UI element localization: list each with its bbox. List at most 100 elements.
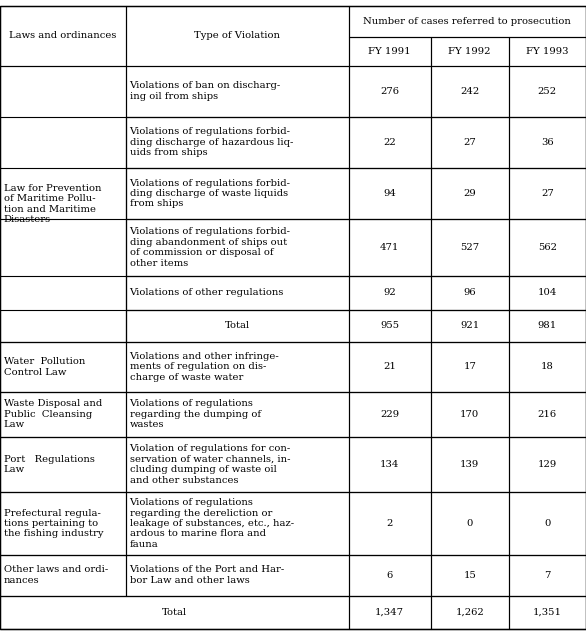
Bar bbox=[0, 437, 126, 492]
Bar bbox=[349, 219, 431, 276]
Text: 276: 276 bbox=[380, 87, 399, 96]
Bar bbox=[349, 168, 431, 219]
Bar bbox=[509, 596, 586, 629]
Bar bbox=[126, 310, 349, 342]
Bar bbox=[349, 6, 586, 37]
Text: Violations of regulations forbid-
ding abandonment of ships out
of commission or: Violations of regulations forbid- ding a… bbox=[130, 227, 291, 267]
Text: FY 1993: FY 1993 bbox=[526, 46, 568, 56]
Text: 36: 36 bbox=[541, 138, 554, 147]
Text: 0: 0 bbox=[466, 519, 473, 528]
Bar bbox=[126, 492, 349, 555]
Text: FY 1991: FY 1991 bbox=[369, 46, 411, 56]
Text: 134: 134 bbox=[380, 460, 400, 469]
Text: Violations of regulations
regarding the dereliction or
leakage of substances, et: Violations of regulations regarding the … bbox=[130, 498, 294, 549]
Text: 1,262: 1,262 bbox=[455, 608, 484, 617]
Text: 2: 2 bbox=[387, 519, 393, 528]
Text: Violations of regulations
regarding the dumping of
wastes: Violations of regulations regarding the … bbox=[130, 399, 261, 429]
Bar bbox=[126, 342, 349, 392]
Text: 921: 921 bbox=[460, 321, 479, 330]
Text: 0: 0 bbox=[544, 519, 550, 528]
Text: Violations of the Port and Har-
bor Law and other laws: Violations of the Port and Har- bor Law … bbox=[130, 566, 285, 585]
Bar bbox=[431, 117, 509, 168]
Bar bbox=[509, 342, 586, 392]
Text: 96: 96 bbox=[464, 288, 476, 297]
Text: 139: 139 bbox=[460, 460, 479, 469]
Text: 27: 27 bbox=[464, 138, 476, 147]
Text: 27: 27 bbox=[541, 189, 554, 198]
Bar bbox=[509, 392, 586, 437]
Bar bbox=[509, 219, 586, 276]
Bar bbox=[126, 276, 349, 310]
Text: Prefectural regula-
tions pertaining to
the fishing industry: Prefectural regula- tions pertaining to … bbox=[4, 509, 103, 538]
Bar bbox=[349, 437, 431, 492]
Text: 6: 6 bbox=[387, 571, 393, 580]
Bar bbox=[431, 555, 509, 596]
Bar bbox=[431, 37, 509, 65]
Bar bbox=[431, 65, 509, 117]
Bar bbox=[431, 342, 509, 392]
Text: 21: 21 bbox=[383, 363, 396, 371]
Bar bbox=[509, 65, 586, 117]
Bar bbox=[126, 168, 349, 219]
Bar bbox=[349, 596, 431, 629]
Text: Other laws and ordi-
nances: Other laws and ordi- nances bbox=[4, 566, 108, 585]
Text: Type of Violation: Type of Violation bbox=[195, 32, 280, 41]
Bar bbox=[0, 596, 349, 629]
Text: Violations of other regulations: Violations of other regulations bbox=[130, 288, 284, 297]
Bar bbox=[509, 117, 586, 168]
Text: 7: 7 bbox=[544, 571, 550, 580]
Bar bbox=[0, 6, 126, 65]
Text: 981: 981 bbox=[538, 321, 557, 330]
Text: 1,347: 1,347 bbox=[375, 608, 404, 617]
Text: 242: 242 bbox=[460, 87, 479, 96]
Bar bbox=[349, 342, 431, 392]
Text: 1,351: 1,351 bbox=[533, 608, 562, 617]
Bar bbox=[0, 392, 126, 437]
Bar bbox=[0, 65, 126, 342]
Bar bbox=[431, 219, 509, 276]
Bar bbox=[349, 65, 431, 117]
Text: 252: 252 bbox=[538, 87, 557, 96]
Bar bbox=[509, 437, 586, 492]
Bar bbox=[0, 555, 126, 596]
Text: 29: 29 bbox=[464, 189, 476, 198]
Text: 22: 22 bbox=[383, 138, 396, 147]
Bar bbox=[509, 492, 586, 555]
Text: Violations of regulations forbid-
ding discharge of waste liquids
from ships: Violations of regulations forbid- ding d… bbox=[130, 178, 291, 208]
Bar bbox=[509, 168, 586, 219]
Text: 104: 104 bbox=[537, 288, 557, 297]
Bar bbox=[431, 392, 509, 437]
Bar bbox=[126, 555, 349, 596]
Bar bbox=[431, 310, 509, 342]
Bar bbox=[509, 555, 586, 596]
Text: 471: 471 bbox=[380, 243, 400, 252]
Text: Law for Prevention
of Maritime Pollu-
tion and Maritime
Disasters: Law for Prevention of Maritime Pollu- ti… bbox=[4, 184, 101, 224]
Bar bbox=[349, 492, 431, 555]
Bar bbox=[509, 37, 586, 65]
Text: 527: 527 bbox=[460, 243, 479, 252]
Bar bbox=[126, 392, 349, 437]
Text: Waste Disposal and
Public  Cleansing
Law: Waste Disposal and Public Cleansing Law bbox=[4, 399, 102, 429]
Bar bbox=[431, 596, 509, 629]
Text: 129: 129 bbox=[538, 460, 557, 469]
Bar bbox=[349, 310, 431, 342]
Text: 562: 562 bbox=[538, 243, 557, 252]
Text: Violations and other infringe-
ments of regulation on dis-
charge of waste water: Violations and other infringe- ments of … bbox=[130, 352, 280, 382]
Text: 17: 17 bbox=[464, 363, 476, 371]
Bar bbox=[431, 492, 509, 555]
Text: 955: 955 bbox=[380, 321, 399, 330]
Bar bbox=[509, 276, 586, 310]
Text: 216: 216 bbox=[538, 410, 557, 418]
Text: Total: Total bbox=[225, 321, 250, 330]
Bar bbox=[349, 37, 431, 65]
Text: Number of cases referred to prosecution: Number of cases referred to prosecution bbox=[363, 17, 571, 26]
Text: Violations of ban on discharg-
ing oil from ships: Violations of ban on discharg- ing oil f… bbox=[130, 81, 281, 101]
Bar bbox=[349, 276, 431, 310]
Bar bbox=[349, 117, 431, 168]
Bar bbox=[349, 555, 431, 596]
Bar bbox=[431, 168, 509, 219]
Text: 170: 170 bbox=[460, 410, 479, 418]
Bar bbox=[0, 342, 126, 392]
Bar bbox=[126, 117, 349, 168]
Text: 15: 15 bbox=[464, 571, 476, 580]
